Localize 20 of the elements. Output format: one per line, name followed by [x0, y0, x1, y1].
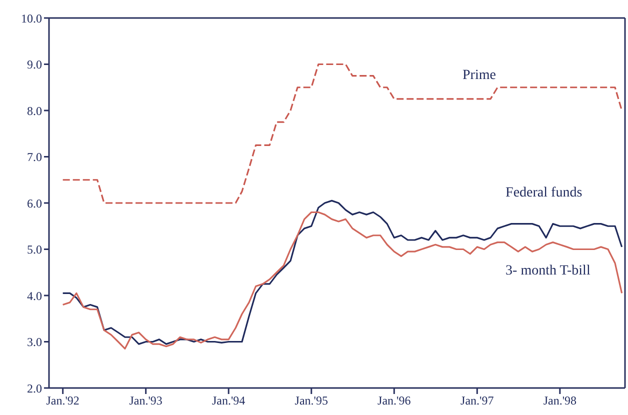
y-tick-label: 8.0	[27, 104, 42, 118]
x-tick-label: Jan.'97	[460, 394, 494, 408]
x-tick-label: Jan.'96	[378, 394, 411, 408]
series-label: Prime	[462, 68, 496, 83]
x-tick-label: Jan.'92	[46, 394, 80, 408]
y-tick-label: 6.0	[27, 196, 42, 210]
series-label: 3- month T-bill	[506, 263, 590, 278]
y-tick-label: 10.0	[21, 11, 42, 26]
y-tick-label: 3.0	[27, 335, 42, 350]
line-series	[62, 63, 623, 204]
y-tick-label: 5.0	[27, 242, 42, 257]
y-tick-label: 4.0	[27, 288, 42, 303]
x-tick-label: Jan.'93	[129, 394, 162, 408]
x-tick-label: Jan.'95	[294, 394, 328, 408]
series-label: Federal funds	[506, 185, 582, 200]
y-tick-label: 9.0	[27, 58, 42, 72]
x-tick-label: Jan.'98	[543, 394, 577, 408]
y-tick-label: 7.0	[27, 150, 42, 164]
y-tick-label: 2.0	[27, 381, 42, 396]
x-tick-label: Jan.'94	[212, 394, 246, 408]
